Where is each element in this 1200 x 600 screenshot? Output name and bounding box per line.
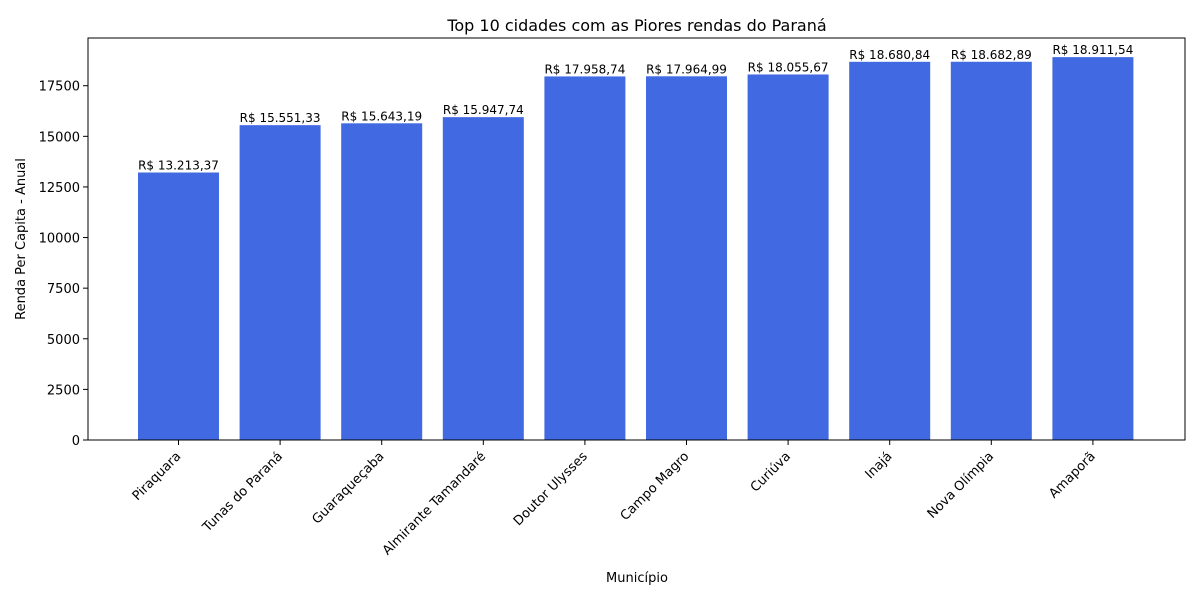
data-labels-group: R$ 13.213,37 R$ 15.551,33 R$ 15.643,19 R$ 1… [138,43,1133,172]
data-label-7: R$ 18.055,67 [748,60,829,74]
y-tick-label-7: 15000 [39,130,80,145]
x-tick-label-4: Almirante Tamandaré [380,449,489,558]
bar-3 [341,123,423,441]
data-label-6: R$ 17.964,99 [646,62,727,76]
data-label-2: R$ 15.551,33 [240,111,321,125]
data-label-4: R$ 15.947,74 [443,103,524,117]
y-axis: 0 2500 5000 7500 10000 12500 15000 17500 [39,80,88,449]
y-tick-label-2: 2500 [47,383,80,398]
data-label-5: R$ 17.958,74 [544,62,625,76]
y-tick-label-5: 10000 [39,232,80,247]
x-tick-label-9: Nova Olímpia [925,449,997,521]
x-tick-label-8: Inajá [863,449,896,482]
y-tick-label-3: 5000 [47,333,80,348]
y-tick-label-1: 0 [72,434,80,449]
data-label-1: R$ 13.213,37 [138,158,219,172]
x-tick-label-2: Tunas do Paraná [199,449,286,536]
x-tick-label-3: Guaraqueçaba [309,449,387,527]
y-axis-label: Renda Per Capita - Anual [14,158,29,320]
y-tick-label-6: 12500 [39,181,80,196]
bars-group [138,57,1134,441]
x-tick-label-5: Doutor Ulysses [511,449,591,529]
y-tick-label-8: 17500 [39,80,80,95]
data-label-10: R$ 18.911,54 [1052,43,1133,57]
bar-4 [442,117,524,440]
x-axis-label: Município [606,571,668,586]
bar-10 [1052,57,1134,441]
x-tick-label-6: Campo Magro [618,449,693,524]
x-axis: Piraquara Tunas do Paraná GuaraqueçabaAlmi… [130,440,1099,558]
x-tick-label-7: Curiúva [748,449,794,495]
data-label-9: R$ 18.682,89 [951,48,1032,62]
bar-2 [239,125,321,441]
bar-9 [950,61,1032,440]
x-tick-label-1: Piraquara [130,449,185,504]
bar-7 [747,74,829,441]
plot-frame [87,37,1186,441]
bar-5 [544,76,626,440]
chart-title: Top 10 cidades com as Piores rendas do P… [446,16,826,35]
data-label-8: R$ 18.680,84 [849,48,930,62]
y-tick-label-4: 7500 [47,282,80,297]
bar-6 [646,76,727,440]
data-label-3: R$ 15.643,19 [341,109,422,123]
bar-1 [138,172,219,440]
x-tick-label-10: Amaporã [1046,449,1098,501]
bar-8 [849,61,931,440]
